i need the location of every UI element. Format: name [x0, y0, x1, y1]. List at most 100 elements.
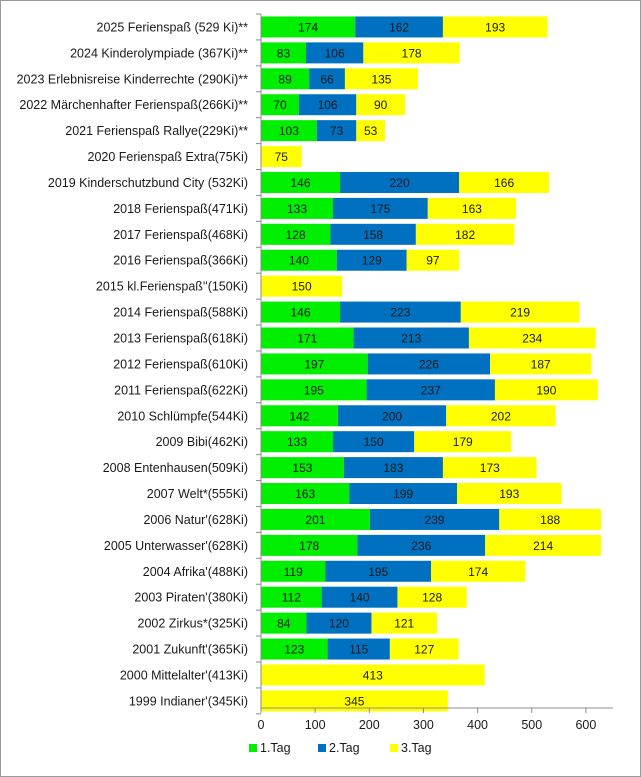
data-label: 90 [374, 98, 388, 112]
data-label: 142 [289, 409, 309, 423]
category-label: 2011 Ferienspaß(622Ki) [114, 383, 248, 397]
data-label: 121 [394, 617, 414, 631]
bar-segment [261, 353, 368, 375]
bar-segment [261, 483, 350, 505]
category-label: 2008 Entenhausen(509Ki) [103, 461, 248, 475]
bar-segment [340, 171, 460, 193]
x-tick-label: 400 [467, 718, 488, 732]
data-label: 178 [402, 46, 422, 60]
bar-segment [261, 586, 322, 608]
data-label: 115 [349, 643, 368, 657]
bar-segment [261, 560, 326, 582]
data-label: 173 [480, 461, 500, 475]
bar-segment [261, 690, 448, 712]
bar-segment [261, 431, 334, 453]
bar-segment [336, 249, 407, 271]
bar-segment [261, 327, 354, 349]
bar-segment [355, 16, 443, 38]
data-label: 66 [320, 72, 334, 86]
category-label: 2005 Unterwasser'(628Ki) [104, 539, 248, 553]
data-label: 220 [390, 176, 410, 190]
data-label: 190 [536, 383, 556, 397]
bar-segment [349, 483, 458, 505]
category-label: 2013 Ferienspaß(618Ki) [113, 332, 248, 346]
bar-segment [337, 405, 447, 427]
data-label: 84 [277, 617, 291, 631]
bar-segment [371, 612, 437, 634]
legend-label: 2.Tag [329, 741, 360, 755]
data-label: 89 [278, 72, 292, 86]
data-label: 202 [491, 409, 511, 423]
bar-segment [261, 457, 344, 479]
bar-segment [499, 508, 602, 530]
bar-segment [367, 353, 491, 375]
bar-segment [261, 379, 367, 401]
legend-swatch [249, 744, 257, 752]
x-tick-label: 500 [521, 718, 542, 732]
bar-segment [316, 120, 357, 142]
legend-label: 3.Tag [401, 741, 432, 755]
category-label: 2007 Welt*(555Ki) [147, 487, 248, 501]
bar-segment [261, 68, 310, 90]
data-label: 163 [295, 487, 315, 501]
legend-label: 1.Tag [260, 741, 291, 755]
data-label: 179 [453, 435, 473, 449]
data-label: 75 [275, 150, 289, 164]
data-label: 53 [364, 124, 378, 138]
data-label: 83 [277, 46, 291, 60]
data-label: 153 [292, 461, 312, 475]
data-label: 187 [531, 357, 551, 371]
data-label: 140 [289, 254, 309, 268]
data-label: 226 [419, 357, 439, 371]
data-label: 219 [510, 306, 530, 320]
data-label: 174 [298, 20, 318, 34]
bar-segment [442, 16, 548, 38]
bar-segment [389, 638, 459, 660]
bar-segment [306, 612, 372, 634]
bar-segment [414, 431, 512, 453]
bar-segment [490, 353, 592, 375]
category-label: 1999 Indianer'(345Ki) [129, 694, 248, 708]
bar-segment [356, 120, 386, 142]
data-label: 158 [363, 228, 383, 242]
bar-segment [357, 534, 486, 556]
data-label: 150 [364, 435, 384, 449]
data-label: 129 [362, 254, 382, 268]
bar-segment [261, 94, 299, 116]
bar-segment [344, 68, 419, 90]
data-label: 182 [455, 228, 475, 242]
bar-segment [309, 68, 345, 90]
bar-segment [261, 120, 317, 142]
category-label: 2016 Ferienspaß(366Ki) [113, 254, 248, 268]
bar-segment [494, 379, 598, 401]
data-label: 199 [393, 487, 413, 501]
data-label: 200 [382, 409, 402, 423]
data-label: 120 [329, 617, 349, 631]
legend-swatch [318, 744, 326, 752]
data-label: 103 [279, 124, 299, 138]
category-label: 2001 Zukunft'(365Ki) [132, 643, 248, 657]
data-label: 175 [370, 202, 390, 216]
bar-segment [321, 586, 398, 608]
bar-segment [353, 327, 469, 349]
bar-segment [261, 171, 341, 193]
data-label: 119 [284, 565, 303, 579]
x-tick-label: 300 [413, 718, 434, 732]
data-label: 195 [368, 565, 388, 579]
category-label: 2006 Natur'(628Ki) [143, 513, 248, 527]
data-label: 201 [305, 513, 325, 527]
category-label: 2025 Ferienspaß (529 Ki)** [97, 20, 249, 34]
data-label: 223 [390, 306, 410, 320]
bar-segment [261, 16, 356, 38]
x-axis: 0 100 200 300 400 500 600 [256, 13, 613, 732]
bar-segment [415, 223, 515, 245]
bar-segment [261, 508, 370, 530]
data-label: 133 [287, 435, 307, 449]
data-label: 193 [485, 20, 505, 34]
x-tick-label: 200 [359, 718, 380, 732]
x-tick-label: 600 [575, 718, 596, 732]
bar-segment [343, 457, 443, 479]
data-label: 146 [291, 176, 311, 190]
bar-segment [363, 42, 460, 64]
